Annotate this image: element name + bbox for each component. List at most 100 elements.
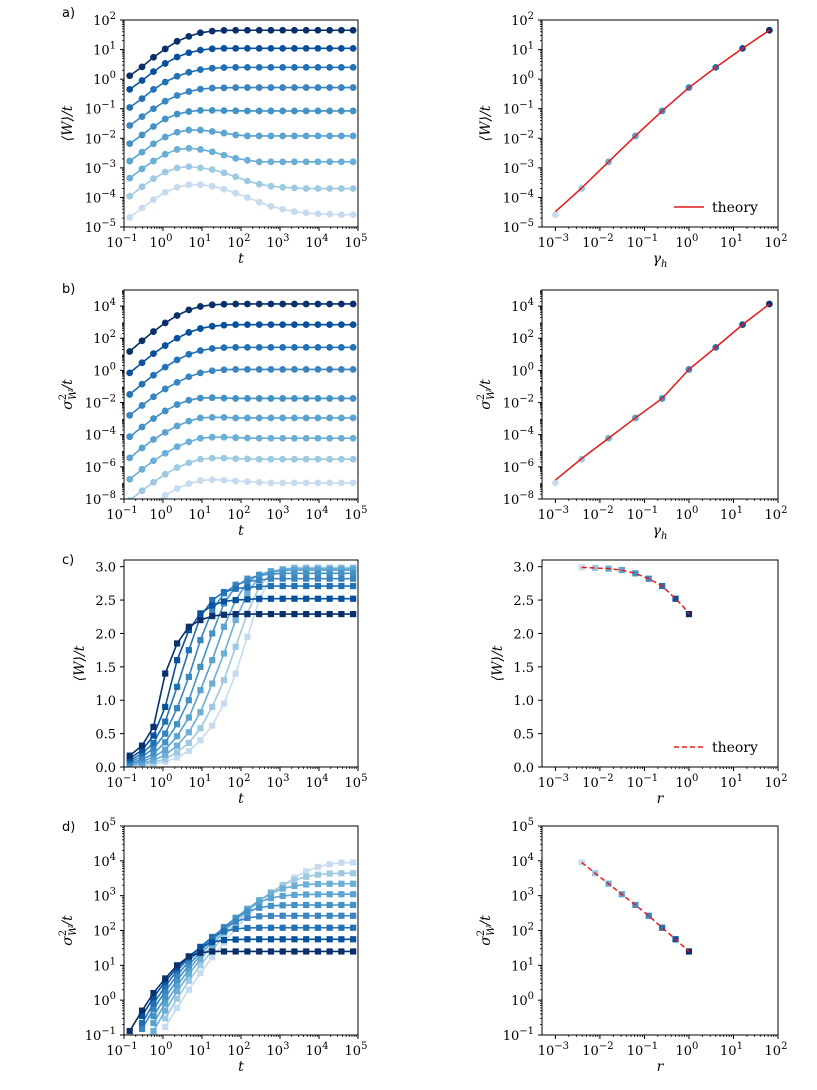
data-point-7-13 xyxy=(279,455,287,463)
data-point-7-15 xyxy=(302,185,310,192)
x-tick-label: 10−2 xyxy=(582,505,613,523)
data-point-3-5 xyxy=(185,88,193,95)
data-point-0-7 xyxy=(208,301,216,309)
x-tick-label: 102 xyxy=(765,773,788,791)
data-point-4-6 xyxy=(197,394,204,402)
data-point-3-17 xyxy=(326,84,334,91)
y-tick-label: 10−1 xyxy=(503,1026,534,1044)
data-point-7-17 xyxy=(326,455,334,463)
data-point-6-12 xyxy=(267,890,275,897)
x-tick-label: 101 xyxy=(189,1041,212,1059)
data-point-4-2 xyxy=(150,1012,157,1020)
data-point-1-7 xyxy=(209,939,216,946)
data-point-3-11 xyxy=(256,913,263,920)
data-point-1-19 xyxy=(350,936,357,943)
data-point-1-19 xyxy=(349,321,357,329)
data-point-0-12 xyxy=(267,300,275,308)
data-point-4-0 xyxy=(126,140,134,148)
data-point-7-9 xyxy=(232,643,239,650)
data-point-7-5 xyxy=(185,459,193,467)
data-point-0-12 xyxy=(267,948,275,955)
data-point-0-6 xyxy=(197,303,204,310)
data-point-6-1 xyxy=(138,165,146,173)
data-point-1-5 xyxy=(185,627,192,634)
data-point-6-6 xyxy=(197,956,204,963)
data-point-8-18 xyxy=(337,211,345,219)
data-point-5-3 xyxy=(161,133,169,141)
data-point-5-18 xyxy=(338,566,345,574)
data-point-6-3 xyxy=(161,449,169,457)
data-point-8-3 xyxy=(162,1023,169,1031)
data-point-3-14 xyxy=(291,84,298,91)
data-point-2-8 xyxy=(220,928,228,935)
data-point-4-12 xyxy=(267,902,275,909)
y-axis-label: σ2W/t xyxy=(476,379,497,410)
x-axis-label: t xyxy=(238,791,244,807)
x-tick-label: 10−1 xyxy=(627,773,658,791)
data-point-0-18 xyxy=(338,610,345,618)
data-point-6-6 xyxy=(197,434,204,442)
chart-a-left: 10−1 100 101 102 103 104 105 10−5 10−4 10−3 10−2 10… xyxy=(60,11,367,267)
data-point-5-18 xyxy=(338,891,345,898)
data-point-2-1 xyxy=(138,95,146,102)
data-point-5-5 xyxy=(185,966,192,973)
data-point-7-6 xyxy=(197,725,204,732)
data-point-3-12 xyxy=(267,84,275,91)
data-point-4-16 xyxy=(314,901,322,909)
data-point-5-13 xyxy=(279,892,286,900)
data-point-0-13 xyxy=(279,26,287,34)
y-tick-label: 10−3 xyxy=(503,159,534,177)
data-point-4-3 xyxy=(162,739,169,746)
data-point-1-10 xyxy=(244,321,251,329)
data-point-4-4 xyxy=(173,401,181,408)
x-tick-label: 102 xyxy=(228,233,251,251)
data-point-5-13 xyxy=(279,414,287,422)
data-point-8-17 xyxy=(326,861,333,868)
data-point-1-16 xyxy=(314,595,322,602)
data-point-4-15 xyxy=(302,395,310,402)
data-point-3-17 xyxy=(326,912,333,919)
data-point-2-18 xyxy=(338,924,345,931)
data-point-5-14 xyxy=(291,132,298,140)
y-tick-label: 105 xyxy=(511,817,534,835)
data-point-8-7 xyxy=(208,182,216,190)
data-point-2-9 xyxy=(232,343,240,351)
data-point-6-4 xyxy=(173,146,181,153)
data-point-3-15 xyxy=(302,366,310,373)
data-point-0-19 xyxy=(349,300,357,308)
y-tick-label: 100 xyxy=(511,361,534,379)
data-point-2-16 xyxy=(314,924,322,931)
data-point-0-14 xyxy=(291,26,298,34)
data-point-4-12 xyxy=(267,570,275,578)
data-point-1-15 xyxy=(303,595,310,602)
data-point-2-0 xyxy=(126,391,134,398)
data-point-5-19 xyxy=(349,132,357,140)
data-point-8-6 xyxy=(197,477,204,484)
data-point-7-3 xyxy=(161,470,169,478)
x-tick-label: 10−1 xyxy=(627,1041,658,1059)
data-point-4-5 xyxy=(185,396,193,404)
data-point-7-14 xyxy=(291,184,298,192)
data-point-8-9 xyxy=(232,477,240,485)
data-point-1-1 xyxy=(138,359,146,367)
data-point-5-0 xyxy=(126,454,134,462)
data-point-7-2 xyxy=(150,478,157,486)
data-point-1-12 xyxy=(267,595,275,602)
plot-area xyxy=(552,26,773,219)
data-point-7-10 xyxy=(244,177,251,185)
data-point-2-11 xyxy=(256,924,263,931)
x-tick-label: 100 xyxy=(675,1041,698,1059)
data-point-2-2 xyxy=(150,739,157,747)
data-point-5-14 xyxy=(291,891,298,899)
data-point-5-4 xyxy=(174,733,181,740)
legend-label: theory xyxy=(712,200,758,216)
data-point-3-18 xyxy=(337,366,345,373)
data-point-2-5 xyxy=(185,350,193,358)
axes-frame xyxy=(541,19,779,228)
data-point-6-9 xyxy=(232,434,240,442)
data-point-0-7 xyxy=(208,27,216,35)
data-point-8-10 xyxy=(244,633,251,640)
data-point-7 xyxy=(672,595,679,602)
y-tick-label: 0.0 xyxy=(513,761,534,776)
data-point-4-14 xyxy=(291,107,298,115)
